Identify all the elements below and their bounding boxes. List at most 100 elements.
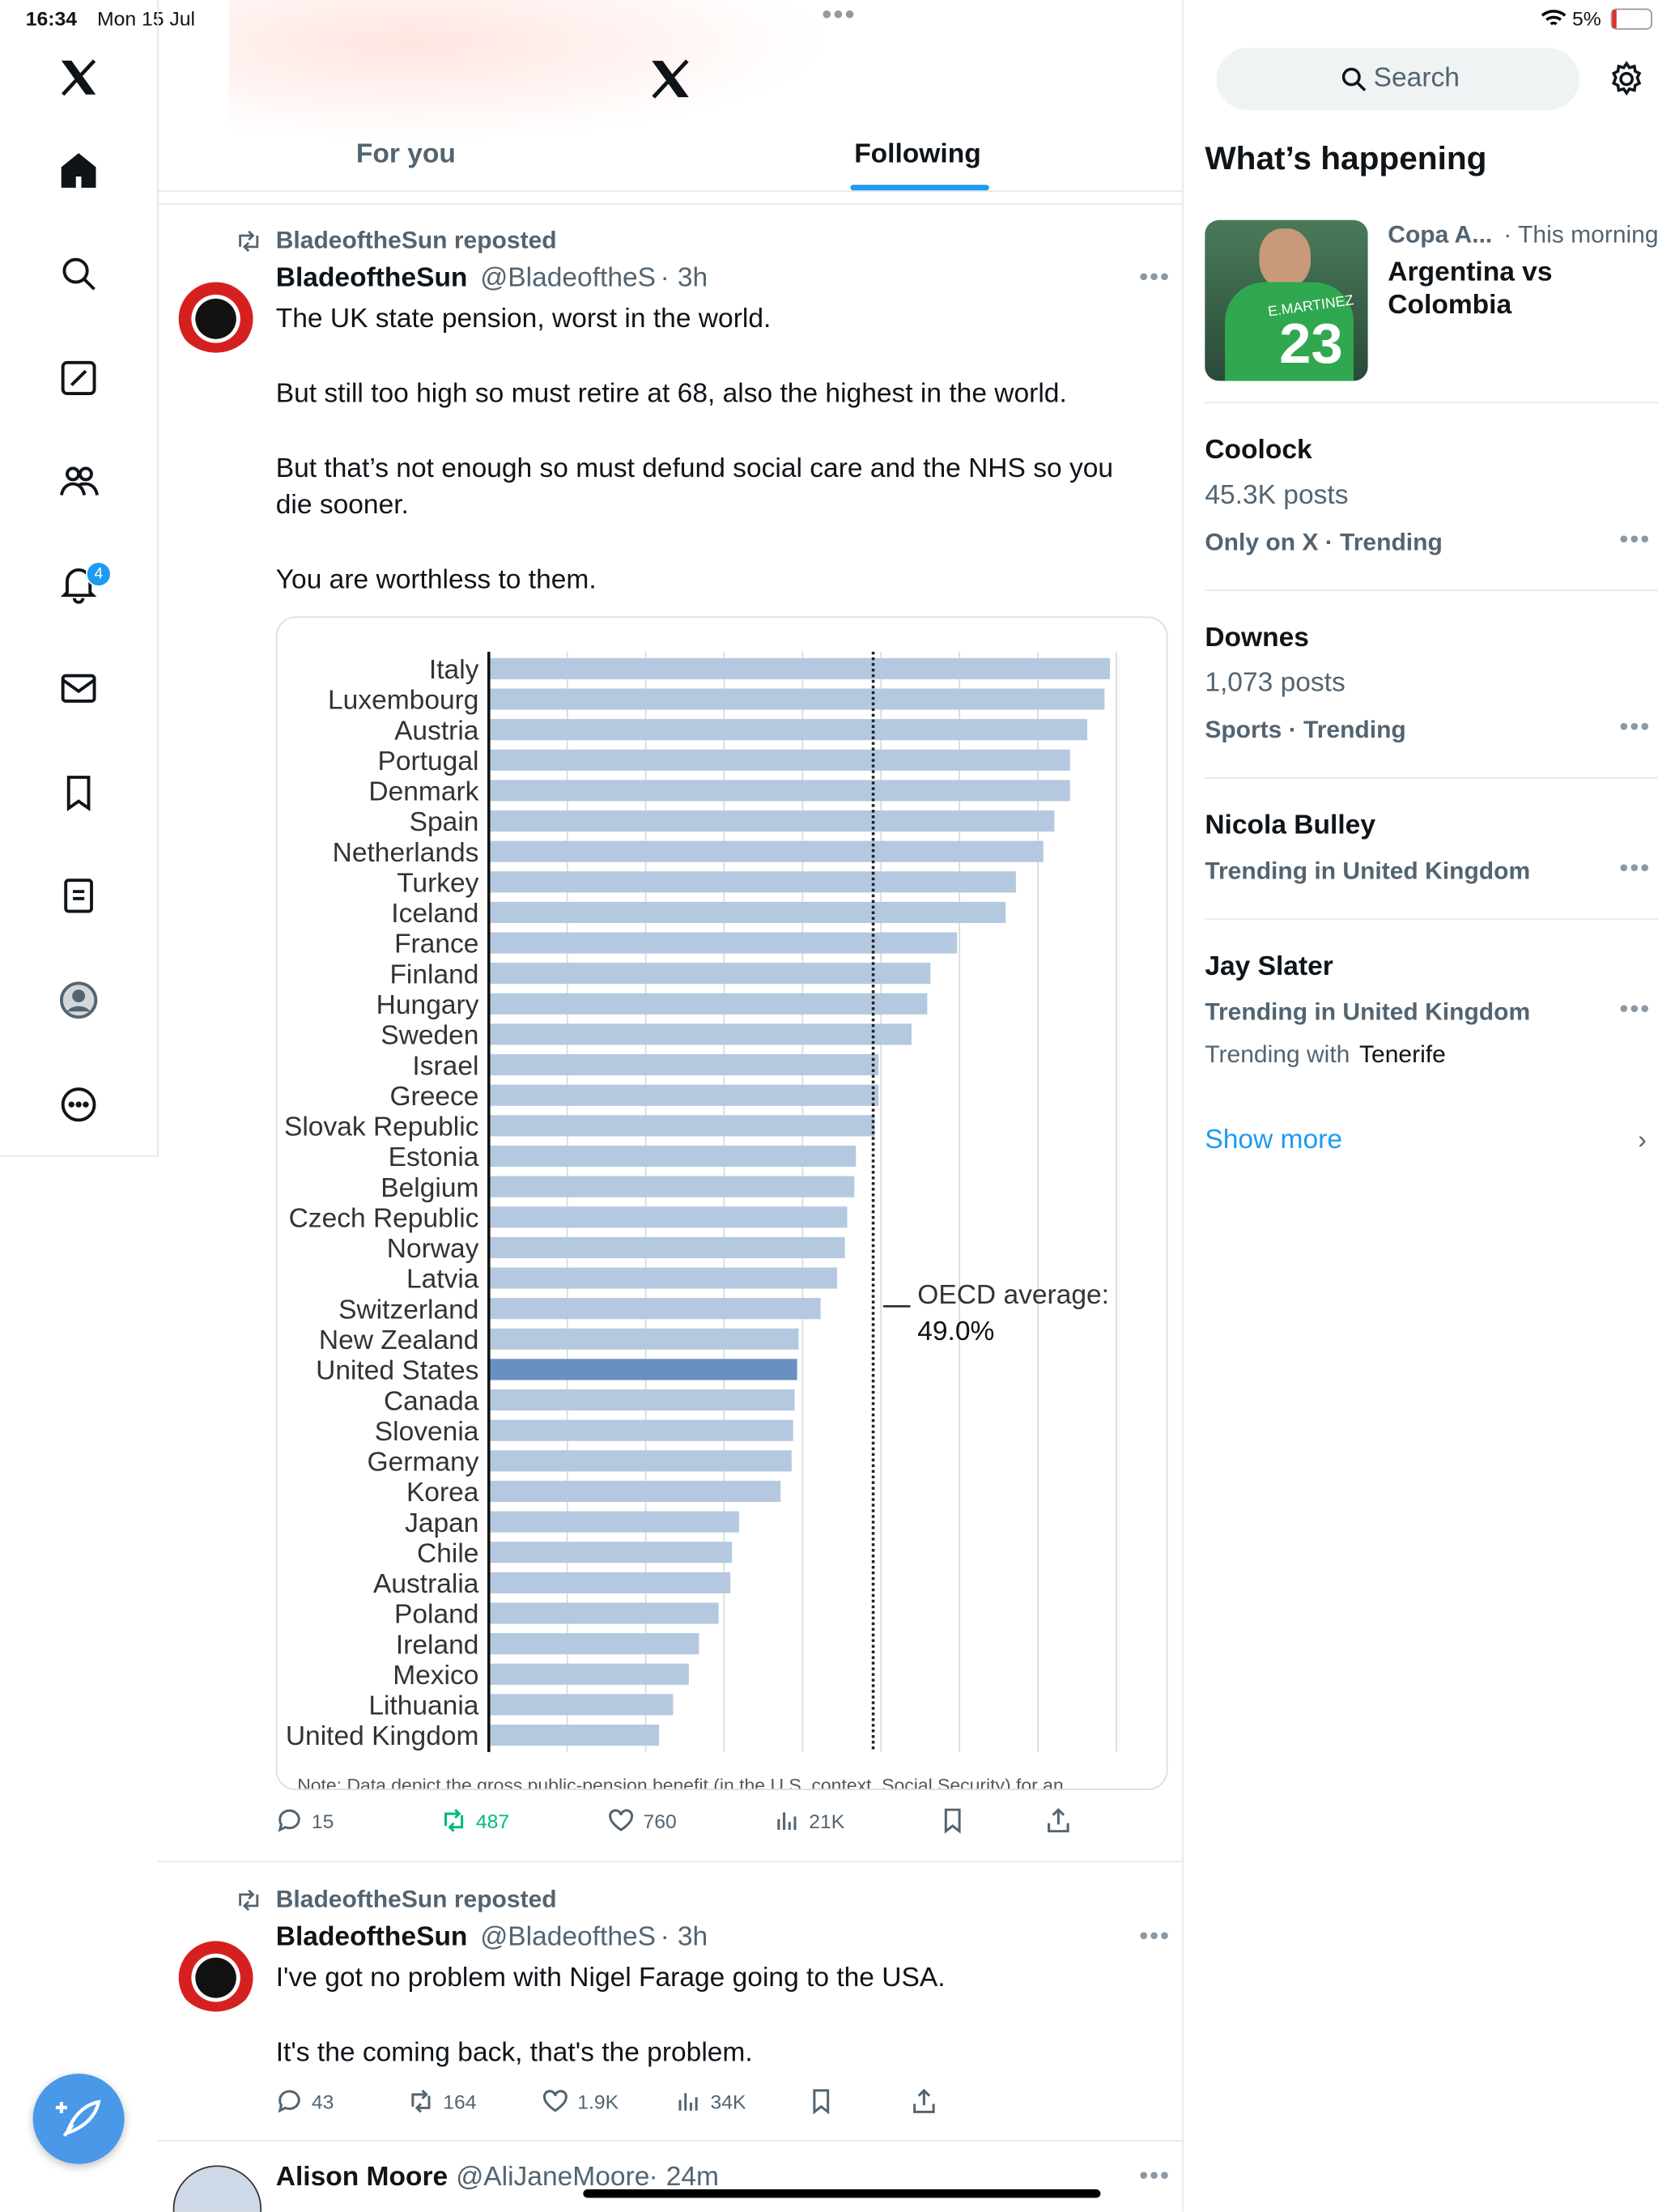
trend-context: Sports · Trending	[1205, 717, 1406, 744]
trend-menu[interactable]: •••	[1619, 712, 1651, 741]
y-tick-label: Greece	[389, 1082, 478, 1112]
home-icon[interactable]	[58, 151, 98, 190]
bar	[488, 1298, 821, 1320]
repost-count: 164	[443, 2090, 477, 2113]
y-tick-label: Spain	[410, 807, 479, 837]
author-name[interactable]: BladeoftheSun	[275, 263, 468, 294]
chart: ItalyLuxembourgAustriaPortugalDenmarkSpa…	[284, 651, 1117, 1789]
y-tick-label: Japan	[405, 1508, 478, 1538]
header-glow	[228, 0, 829, 142]
divider	[1205, 589, 1658, 592]
post-text: But still too high so must retire at 68,…	[275, 379, 1067, 410]
notifications-icon[interactable]	[58, 564, 98, 604]
trend-name[interactable]: Nicola Bulley	[1205, 810, 1375, 841]
trend-headline[interactable]: Argentina vs Colombia	[1388, 257, 1553, 321]
repost-count: 487	[475, 1809, 510, 1832]
bar	[488, 1602, 719, 1624]
avatar[interactable]	[172, 2165, 262, 2212]
bar	[488, 901, 1006, 923]
bar	[488, 1694, 674, 1716]
search-icon[interactable]	[58, 254, 98, 294]
media-card[interactable]: Italy Luxembourg Austria Portugal Denmark Spa…	[275, 616, 1168, 1790]
author-handle[interactable]: @AliJaneMoore	[456, 2162, 650, 2193]
bar	[488, 1115, 875, 1137]
lists-icon[interactable]	[58, 876, 98, 916]
y-tick-label: Czech Republic	[289, 1204, 479, 1234]
communities-icon[interactable]	[58, 462, 99, 501]
post-text: I've got no problem with Nigel Farage go…	[275, 1963, 946, 1993]
author-name[interactable]: BladeoftheSun	[275, 1922, 468, 1953]
trend-time: · This morning	[1503, 221, 1658, 249]
trend-with[interactable]: Tenerife	[1358, 1040, 1446, 1068]
views-button[interactable]: 21K	[773, 1807, 844, 1834]
time: 16:34	[25, 6, 78, 30]
bar	[488, 1633, 699, 1655]
divider	[157, 190, 1183, 192]
repost-label[interactable]: BladeoftheSun reposted	[275, 227, 557, 254]
avatar[interactable]	[172, 1926, 259, 2012]
y-tick-label: Iceland	[391, 899, 478, 929]
messages-icon[interactable]	[58, 669, 98, 708]
post-menu[interactable]: •••	[1139, 1921, 1171, 1950]
share-button[interactable]	[1045, 1807, 1073, 1834]
y-tick-label: Germany	[368, 1448, 479, 1478]
x-logo[interactable]	[58, 57, 98, 97]
reply-count: 43	[311, 2090, 334, 2113]
y-tick-label: Canada	[384, 1386, 479, 1416]
avatar[interactable]	[172, 268, 259, 353]
like-button[interactable]: 1.9K	[542, 2088, 619, 2115]
multitask-dots[interactable]: •••	[822, 0, 857, 32]
main-border	[1182, 0, 1184, 2212]
bookmark-button[interactable]	[808, 2088, 835, 2115]
show-more[interactable]: Show more	[1205, 1125, 1342, 1155]
wifi-icon	[1541, 10, 1567, 26]
profile-icon[interactable]	[58, 981, 98, 1020]
like-button[interactable]: 760	[607, 1807, 677, 1834]
author-name[interactable]: Alison Moore	[275, 2162, 449, 2193]
post-time: 3h	[677, 263, 708, 294]
reply-button[interactable]: 15	[276, 1807, 334, 1834]
y-tick-label: Mexico	[393, 1661, 478, 1691]
author-handle[interactable]: @BladeoftheS	[480, 263, 657, 294]
grok-icon[interactable]	[58, 359, 98, 398]
views-button[interactable]: 34K	[674, 2088, 746, 2115]
bar	[488, 1542, 733, 1563]
bar	[488, 1724, 660, 1746]
repost-label[interactable]: BladeoftheSun reposted	[275, 1886, 557, 1913]
repost-button[interactable]: 487	[440, 1807, 509, 1834]
bar	[488, 1480, 781, 1503]
trend-menu[interactable]: •••	[1619, 525, 1651, 553]
trend-name[interactable]: Downes	[1205, 623, 1309, 653]
reply-count: 15	[311, 1809, 334, 1832]
tab[interactable]: For you	[355, 139, 456, 170]
more-icon[interactable]	[58, 1085, 98, 1125]
tab-active[interactable]: Following	[854, 139, 981, 170]
trend-name[interactable]: Jay Slater	[1205, 952, 1333, 982]
x-logo-header[interactable]	[649, 57, 692, 100]
repost-icon	[239, 230, 259, 253]
settings-icon[interactable]	[1608, 61, 1645, 97]
trend-image[interactable]: E.MARTINEZ 23	[1205, 219, 1368, 381]
trend-menu[interactable]: •••	[1619, 853, 1651, 882]
post-menu[interactable]: •••	[1139, 2161, 1171, 2190]
y-tick-label: Ireland	[396, 1631, 479, 1661]
divider	[157, 202, 1183, 205]
reference-value-label: 49.0%	[917, 1317, 994, 1346]
repost-button[interactable]: 164	[407, 2088, 477, 2115]
post-time: 3h	[677, 1922, 708, 1953]
compose-button[interactable]	[32, 2074, 125, 2164]
bookmark-button[interactable]	[939, 1807, 967, 1834]
search-box[interactable]: Search	[1216, 48, 1579, 110]
reply-button[interactable]: 43	[276, 2088, 334, 2115]
bookmarks-icon[interactable]	[58, 773, 98, 813]
search-placeholder: Search	[1373, 63, 1460, 93]
trend-menu[interactable]: •••	[1619, 994, 1651, 1023]
show-more-chevron: ›	[1638, 1125, 1647, 1155]
post-menu[interactable]: •••	[1139, 262, 1171, 291]
section-title: What’s happening	[1205, 139, 1487, 177]
trend-name[interactable]: Coolock	[1205, 436, 1312, 466]
share-button[interactable]	[911, 2088, 938, 2115]
divider	[1205, 777, 1658, 779]
author-handle[interactable]: @BladeoftheS	[480, 1922, 657, 1953]
